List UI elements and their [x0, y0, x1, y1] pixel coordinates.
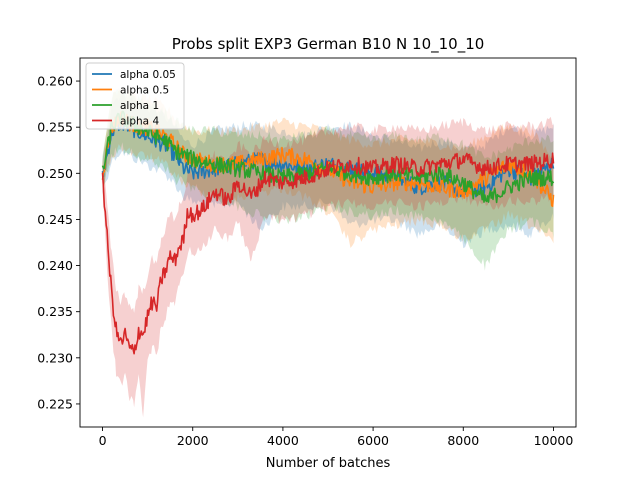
y-tick-label: 0.260 [37, 74, 73, 89]
y-axis: 0.225 0.230 0.235 0.240 0.245 0.250 0.255 0.260 [37, 74, 80, 411]
band-alpha-1 [102, 89, 554, 271]
y-tick-label: 0.225 [37, 396, 73, 411]
x-tick-label: 8000 [447, 433, 479, 448]
chart-title: Probs split EXP3 German B10 N 10_10_10 [172, 35, 485, 54]
x-axis-title: Number of batches [266, 456, 391, 471]
y-tick-label: 0.255 [37, 120, 73, 135]
x-tick-label: 0 [99, 433, 107, 448]
x-tick-label: 10000 [534, 433, 574, 448]
legend-label: alpha 4 [120, 115, 159, 127]
legend-label: alpha 1 [120, 100, 159, 112]
series-lines [101, 110, 555, 355]
legend-label: alpha 0.05 [120, 69, 176, 81]
plot-frame [79, 57, 577, 428]
y-tick-label: 0.250 [37, 166, 73, 181]
y-tick-label: 0.240 [37, 258, 73, 273]
y-tick-label: 0.235 [37, 304, 73, 319]
x-tick-label: 6000 [357, 433, 389, 448]
series-line-alpha-4 [101, 152, 555, 355]
legend-box [85, 62, 185, 130]
y-tick-label: 0.230 [37, 350, 73, 365]
legend-label: alpha 0.5 [120, 84, 169, 96]
legend: alpha 0.05 alpha 0.5 alpha 1 alpha 4 [85, 62, 185, 130]
x-axis: 0 2000 4000 6000 8000 10000 [99, 427, 574, 448]
x-tick-label: 2000 [177, 433, 209, 448]
y-tick-label: 0.245 [37, 212, 73, 227]
x-tick-label: 4000 [267, 433, 299, 448]
